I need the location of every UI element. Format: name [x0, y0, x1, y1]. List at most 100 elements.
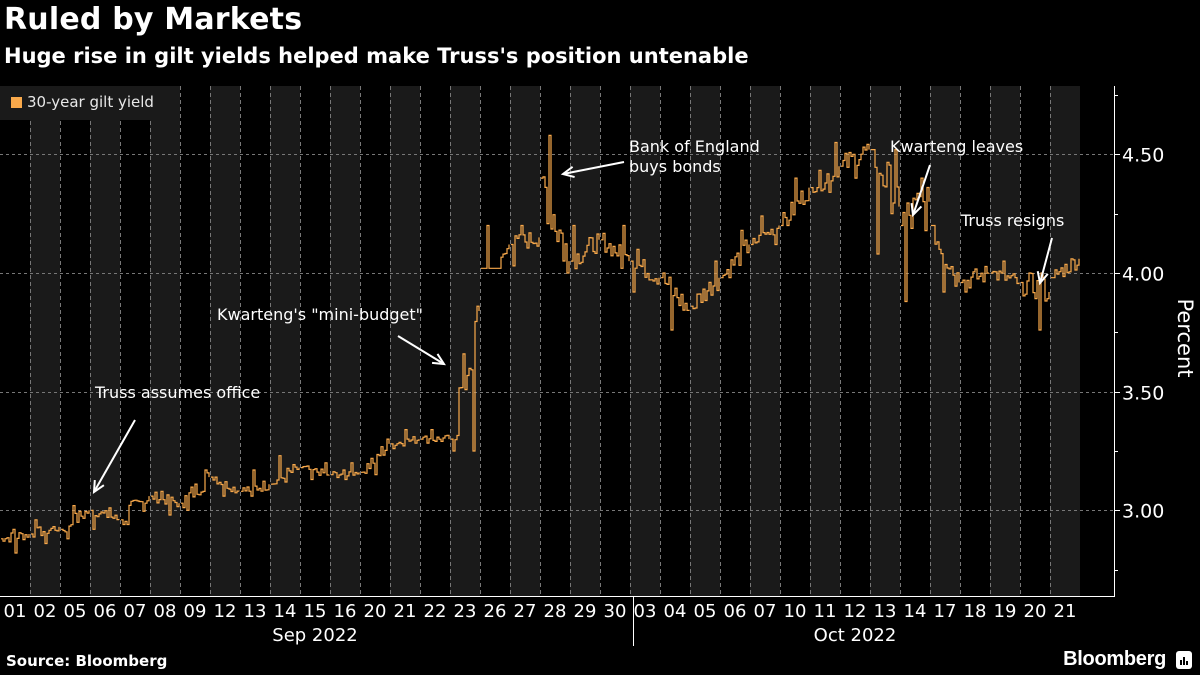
- x-tick-label: 20: [1024, 601, 1047, 622]
- x-tick-label: 19: [994, 601, 1017, 622]
- series-day-segment: [871, 149, 900, 255]
- day-band: [270, 86, 300, 596]
- annotation-arrow: [93, 419, 136, 493]
- annotation-arrow: [1039, 237, 1053, 284]
- annotation-label: Truss assumes office: [94, 383, 260, 402]
- series-day-segment: [1021, 272, 1050, 331]
- series-day-segment: [781, 177, 810, 227]
- x-tick-label: 06: [94, 601, 117, 622]
- series-30y-gilt: [1, 134, 1080, 554]
- day-band: [930, 86, 960, 596]
- x-tick-label: 17: [934, 601, 957, 622]
- x-tick-label: 01: [4, 601, 27, 622]
- series-day-segment: [961, 265, 990, 293]
- x-tick-label: 20: [364, 601, 387, 622]
- x-tick-label: 23: [454, 601, 477, 622]
- y-tick-label: 3.50: [1122, 383, 1164, 405]
- x-tick-label: 07: [124, 601, 147, 622]
- x-tick-label: 12: [214, 601, 237, 622]
- x-tick-label: 28: [544, 601, 567, 622]
- day-band: [210, 86, 240, 596]
- chart-title: Ruled by Markets: [4, 2, 303, 37]
- x-tick-label: 05: [64, 601, 87, 622]
- legend: 30-year gilt yield: [0, 86, 180, 120]
- series-day-segment: [601, 224, 630, 269]
- x-tick-label: 04: [664, 601, 687, 622]
- annotation-arrow: [912, 164, 931, 216]
- series-day-segment: [571, 224, 600, 270]
- y-axis-label: Percent: [1173, 298, 1197, 377]
- series-day-segment: [991, 260, 1020, 285]
- y-tick-label: 3.00: [1122, 501, 1164, 523]
- x-tick-label: 07: [754, 601, 777, 622]
- source-note: Source: Bloomberg: [6, 652, 168, 670]
- series-day-segment: [631, 248, 660, 293]
- bloomberg-logo: Bloomberg: [1063, 648, 1166, 670]
- x-tick-label: 12: [844, 601, 867, 622]
- series-day-segment: [211, 476, 240, 497]
- x-group-label: Sep 2022: [272, 625, 357, 646]
- x-tick-label: 13: [874, 601, 897, 622]
- bloomberg-chart-icon: [1176, 651, 1192, 669]
- annotation-label: Truss resigns: [960, 211, 1064, 230]
- x-tick-label: 14: [274, 601, 297, 622]
- x-tick-label: 18: [964, 601, 987, 622]
- x-group-label: Oct 2022: [814, 625, 897, 646]
- x-tick-label: 29: [574, 601, 597, 622]
- x-tick-label: 16: [334, 601, 357, 622]
- day-band: [750, 86, 780, 596]
- x-tick-label: 02: [34, 601, 57, 622]
- x-tick-label: 14: [904, 601, 927, 622]
- annotation-arrowhead: [431, 353, 446, 366]
- day-band: [570, 86, 600, 596]
- annotation-arrow: [562, 161, 625, 175]
- series-day-segment: [91, 507, 120, 530]
- series-day-segment: [721, 229, 750, 279]
- x-tick-label: 13: [244, 601, 267, 622]
- series-day-segment: [271, 455, 300, 485]
- vertical-gridlines: [30, 86, 1051, 596]
- series-day-segment: [361, 438, 390, 476]
- series-day-segment: [481, 224, 510, 269]
- day-band: [330, 86, 360, 596]
- series-day-segment: [31, 519, 60, 545]
- annotation-arrowhead: [92, 479, 105, 494]
- x-tick-label: 08: [154, 601, 177, 622]
- series-day-segment: [511, 224, 540, 267]
- series-day-segment: [421, 429, 450, 444]
- x-tick-label: 27: [514, 601, 537, 622]
- x-tick-label: 22: [424, 601, 447, 622]
- annotations: Truss assumes office Kwarteng's "mini-bud…: [92, 137, 1064, 494]
- day-band: [1050, 86, 1080, 596]
- day-band: [510, 86, 540, 596]
- series-day-segment: [151, 490, 180, 516]
- axes: 3.00 3.50 4.00 4.50 Percent 01 02 05 06 07 08 09 12 1…: [0, 86, 1197, 646]
- x-tick-label: 21: [394, 601, 417, 622]
- series-day-segment: [61, 505, 90, 540]
- series-day-segment: [901, 177, 930, 303]
- series-day-segment: [811, 141, 840, 193]
- x-tick-label: 26: [484, 601, 507, 622]
- annotation-label: buys bonds: [629, 157, 721, 176]
- x-tick-label: 11: [814, 601, 837, 622]
- x-tick-label: 21: [1054, 601, 1077, 622]
- annotation-label: Bank of England: [629, 137, 760, 156]
- series-day-segment: [451, 305, 480, 452]
- y-tick-label: 4.00: [1122, 264, 1164, 286]
- series-day-segment: [391, 429, 420, 450]
- day-band: [150, 86, 180, 596]
- series-day-segment: [931, 224, 960, 293]
- annotation-arrowhead: [560, 165, 575, 179]
- series-day-segment: [691, 260, 720, 310]
- y-tick-label: 4.50: [1122, 145, 1164, 167]
- series-day-segment: [331, 462, 360, 481]
- series-day-segment: [751, 215, 780, 246]
- series-day-segment: [181, 469, 210, 511]
- series-day-segment: [301, 462, 330, 481]
- annotation-arrowhead: [1036, 271, 1049, 286]
- x-tick-label: 05: [694, 601, 717, 622]
- x-tick-label: 10: [784, 601, 807, 622]
- x-tick-label: 30: [604, 601, 627, 622]
- x-tick-label: 09: [184, 601, 207, 622]
